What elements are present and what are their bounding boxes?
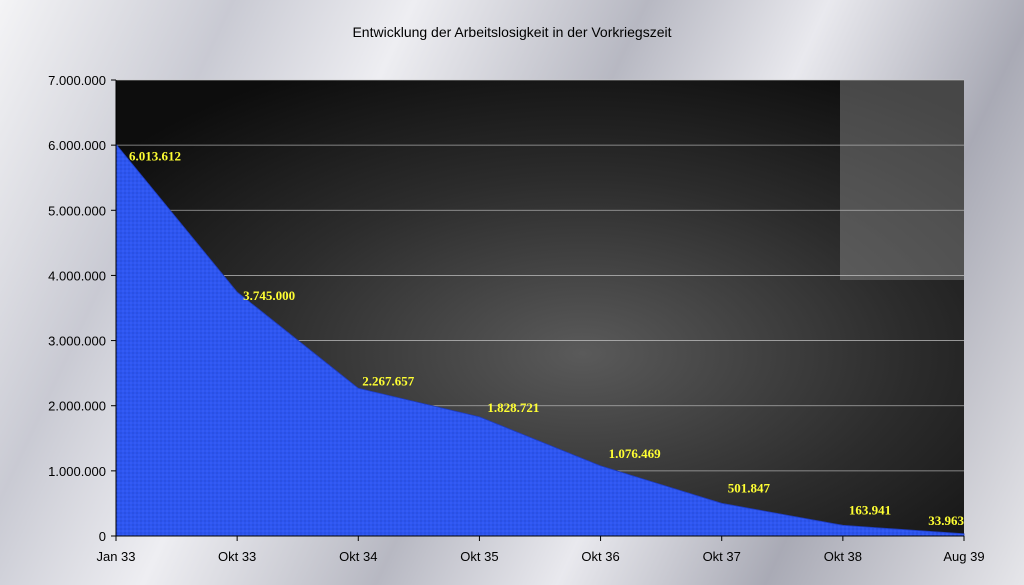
x-tick-label: Jan 33 [96,549,135,564]
area-fill [115,143,965,537]
x-tick-label: Okt 34 [339,549,377,564]
y-tick-label: 2.000.000 [48,399,106,414]
data-label: 1.828.721 [487,400,539,415]
x-tick-label: Okt 36 [581,549,619,564]
x-tick-label: Okt 33 [218,549,256,564]
x-tick-label: Okt 37 [703,549,741,564]
plot-background-haze [840,80,964,280]
data-labels: 6.013.612 3.745.000 2.267.657 1.828.721 1.07… [129,148,965,528]
data-label: 3.745.000 [243,288,295,303]
data-label: 501.847 [728,480,771,495]
data-label: 163.941 [849,502,891,517]
y-tick-label: 0 [99,529,106,544]
x-tick-label: Okt 35 [460,549,498,564]
x-axis: Jan 33 Okt 33 Okt 34 Okt 35 Okt 36 Okt 37 Okt … [96,535,985,564]
data-label: 33.963 [928,513,964,528]
data-label: 1.076.469 [609,446,662,461]
y-tick-label: 6.000.000 [48,138,106,153]
y-axis: 0 1.000.000 2.000.000 3.000.000 4.000.000 5.0… [48,73,117,544]
y-tick-label: 3.000.000 [48,334,106,349]
chart-title: Entwicklung der Arbeitslosigkeit in der … [352,24,671,40]
x-tick-label: Okt 38 [824,549,862,564]
area-series [115,143,965,537]
y-tick-label: 5.000.000 [48,203,106,218]
x-tick-label: Aug 39 [943,549,984,564]
data-label: 2.267.657 [362,373,415,388]
data-label: 6.013.612 [129,148,181,163]
y-tick-label: 4.000.000 [48,268,106,283]
y-tick-label: 7.000.000 [48,73,106,88]
y-tick-label: 1.000.000 [48,464,106,479]
